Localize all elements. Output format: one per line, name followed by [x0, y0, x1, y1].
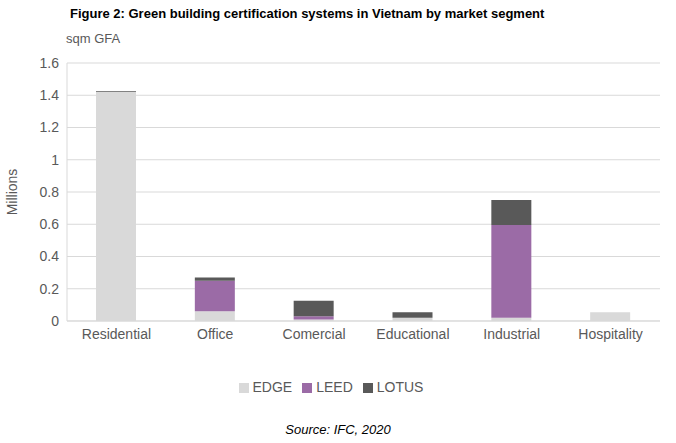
- html-text:sqm GFA: sqm GFA: [66, 31, 121, 46]
- svg-text:0.4: 0.4: [40, 248, 60, 264]
- svg-text:Industrial: Industrial: [483, 326, 540, 342]
- html-text:EDGE: EDGE: [252, 379, 293, 395]
- svg-text:Comercial: Comercial: [283, 326, 346, 342]
- svg-text:0.2: 0.2: [40, 281, 60, 297]
- svg-text:Millions: Millions: [8, 169, 20, 216]
- html-text:LOTUS: LOTUS: [376, 379, 424, 395]
- svg-text:1.6: 1.6: [40, 55, 60, 71]
- svg-text:0.8: 0.8: [40, 184, 60, 200]
- svg-text:Educational: Educational: [376, 326, 449, 342]
- svg-text:Office: Office: [197, 326, 234, 342]
- html-text:Figure 2: Green building certi: Figure 2: Green building certification s…: [70, 6, 545, 21]
- svg-text:1.2: 1.2: [40, 119, 60, 135]
- svg-text:0.6: 0.6: [40, 216, 60, 232]
- svg-text:1: 1: [51, 152, 59, 168]
- svg-text:Residential: Residential: [82, 326, 151, 342]
- html-text:Source: IFC, 2020: Source: IFC, 2020: [285, 422, 391, 437]
- svg-text:1.4: 1.4: [40, 87, 60, 103]
- html-text:LEED: LEED: [316, 379, 353, 395]
- svg-text:Hospitality: Hospitality: [578, 326, 643, 342]
- svg-text:0: 0: [51, 313, 59, 329]
